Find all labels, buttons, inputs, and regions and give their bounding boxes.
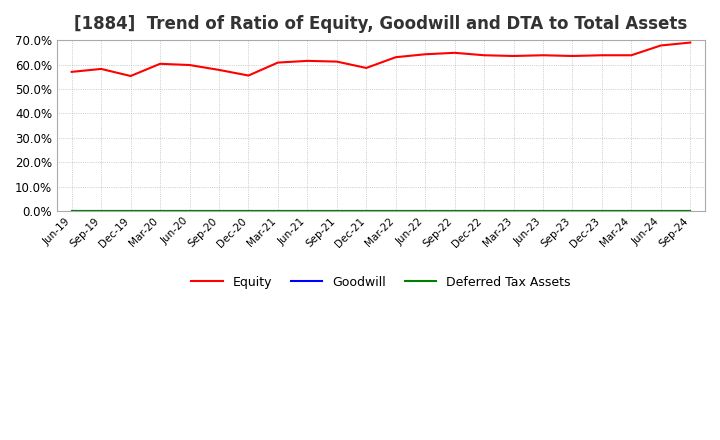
Equity (244, 73, 253, 78)
Goodwill (539, 209, 547, 214)
Goodwill (421, 209, 430, 214)
Deferred Tax Assets (215, 209, 223, 214)
Goodwill (126, 209, 135, 214)
Deferred Tax Assets (97, 209, 106, 214)
Goodwill (185, 209, 194, 214)
Deferred Tax Assets (68, 209, 76, 214)
Equity (392, 55, 400, 60)
Deferred Tax Assets (480, 209, 488, 214)
Deferred Tax Assets (421, 209, 430, 214)
Equity (686, 40, 695, 45)
Deferred Tax Assets (185, 209, 194, 214)
Equity (480, 53, 488, 58)
Goodwill (480, 209, 488, 214)
Legend: Equity, Goodwill, Deferred Tax Assets: Equity, Goodwill, Deferred Tax Assets (186, 271, 575, 294)
Deferred Tax Assets (126, 209, 135, 214)
Equity (362, 65, 371, 70)
Deferred Tax Assets (509, 209, 518, 214)
Deferred Tax Assets (657, 209, 665, 214)
Goodwill (97, 209, 106, 214)
Goodwill (362, 209, 371, 214)
Goodwill (68, 209, 76, 214)
Equity (274, 60, 282, 65)
Goodwill (274, 209, 282, 214)
Deferred Tax Assets (598, 209, 606, 214)
Goodwill (156, 209, 164, 214)
Goodwill (392, 209, 400, 214)
Deferred Tax Assets (686, 209, 695, 214)
Equity (598, 53, 606, 58)
Equity (97, 66, 106, 72)
Title: [1884]  Trend of Ratio of Equity, Goodwill and DTA to Total Assets: [1884] Trend of Ratio of Equity, Goodwil… (74, 15, 688, 33)
Goodwill (215, 209, 223, 214)
Goodwill (657, 209, 665, 214)
Equity (421, 51, 430, 57)
Equity (303, 58, 312, 63)
Equity (126, 73, 135, 79)
Equity (156, 61, 164, 66)
Deferred Tax Assets (539, 209, 547, 214)
Deferred Tax Assets (362, 209, 371, 214)
Line: Equity: Equity (72, 43, 690, 76)
Equity (568, 53, 577, 59)
Deferred Tax Assets (333, 209, 341, 214)
Equity (333, 59, 341, 64)
Equity (68, 69, 76, 74)
Equity (185, 62, 194, 68)
Goodwill (627, 209, 636, 214)
Deferred Tax Assets (627, 209, 636, 214)
Deferred Tax Assets (450, 209, 459, 214)
Equity (215, 67, 223, 73)
Deferred Tax Assets (303, 209, 312, 214)
Equity (509, 53, 518, 59)
Deferred Tax Assets (392, 209, 400, 214)
Equity (627, 53, 636, 58)
Deferred Tax Assets (274, 209, 282, 214)
Deferred Tax Assets (156, 209, 164, 214)
Goodwill (568, 209, 577, 214)
Goodwill (509, 209, 518, 214)
Goodwill (303, 209, 312, 214)
Goodwill (598, 209, 606, 214)
Goodwill (450, 209, 459, 214)
Equity (657, 43, 665, 48)
Equity (539, 53, 547, 58)
Goodwill (333, 209, 341, 214)
Deferred Tax Assets (244, 209, 253, 214)
Goodwill (244, 209, 253, 214)
Equity (450, 50, 459, 55)
Deferred Tax Assets (568, 209, 577, 214)
Goodwill (686, 209, 695, 214)
